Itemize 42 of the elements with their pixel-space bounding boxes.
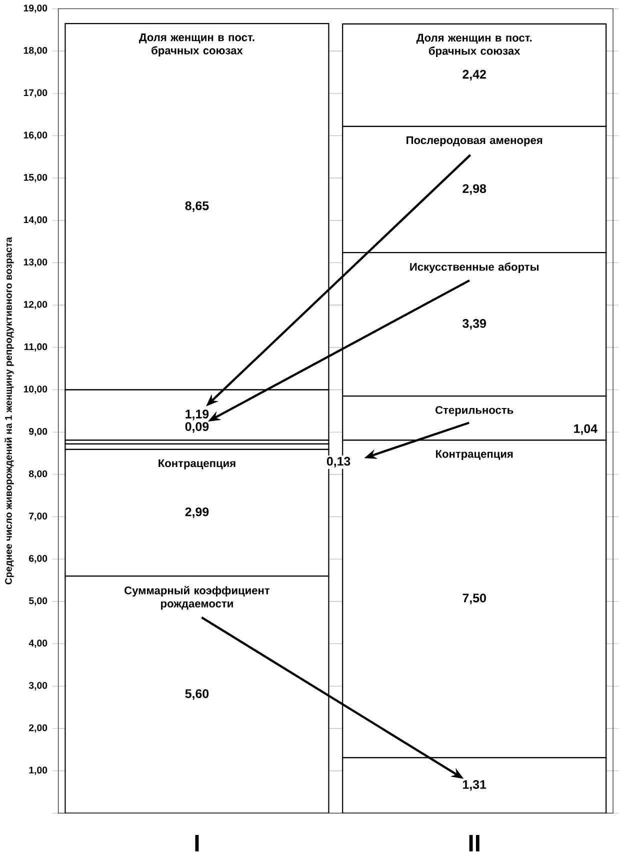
series-label: Доля женщин в пост. брачных союзах	[416, 34, 532, 57]
series-label: Стерильность	[435, 406, 514, 416]
y-tick-label: 8,00	[28, 470, 48, 479]
data-label: 3,39	[462, 319, 486, 330]
series-label: Контрацепция	[436, 450, 513, 460]
y-tick-label: 14,00	[24, 216, 48, 225]
y-tick-label: 2,00	[28, 724, 48, 733]
y-tick-label: 11,00	[24, 343, 48, 352]
text: Контрацепция	[158, 459, 236, 470]
data-label: 0,09	[185, 422, 209, 433]
y-tick-label: 17,00	[24, 89, 48, 98]
data-label: 7,50	[462, 594, 486, 604]
data-label: 8,65	[185, 201, 209, 212]
y-tick-label: 18,00	[24, 46, 48, 56]
text: Доля женщин в пост. брачных союзах	[138, 34, 254, 57]
data-label: 5,60	[185, 689, 209, 700]
data-label: 1,31	[462, 780, 486, 791]
data-label: 1,19	[186, 410, 209, 420]
y-tick-label: 10,00	[24, 386, 48, 394]
series-label: Искусственные аборты	[410, 262, 538, 273]
data-label: 1,04	[574, 424, 598, 435]
y-tick-label: 7,00	[29, 512, 48, 521]
y-tick-label: 5,00	[28, 597, 48, 606]
y-tick-label: 16,00	[24, 132, 48, 140]
y-tick-label: 4,00	[28, 640, 48, 648]
series-label: Послеродовая аменорея	[406, 136, 542, 146]
series-label: Суммарный коэффициент рождаемости	[124, 586, 270, 610]
y-tick-label: 6,00	[28, 554, 48, 564]
y-tick-label: 12,00	[24, 300, 48, 310]
data-label: 2,99	[185, 507, 209, 518]
x-tick-label: II	[469, 834, 480, 852]
y-axis-title: Среднее число живорождений на 1 женщину репродуктивного возраста	[4, 237, 14, 584]
y-tick-label: 9,00	[28, 428, 48, 436]
y-tick-label: 15,00	[24, 174, 48, 182]
data-label: 2,42	[462, 70, 486, 81]
y-tick-label: 3,00	[28, 682, 48, 690]
y-tick-label: 19,00	[24, 4, 48, 13]
data-label: 2,98	[462, 184, 486, 195]
y-tick-label: 13,00	[24, 258, 48, 267]
x-tick-label: I	[195, 834, 199, 852]
data-label: 0,13	[326, 456, 350, 468]
y-tick-label: 1,00	[29, 766, 48, 775]
